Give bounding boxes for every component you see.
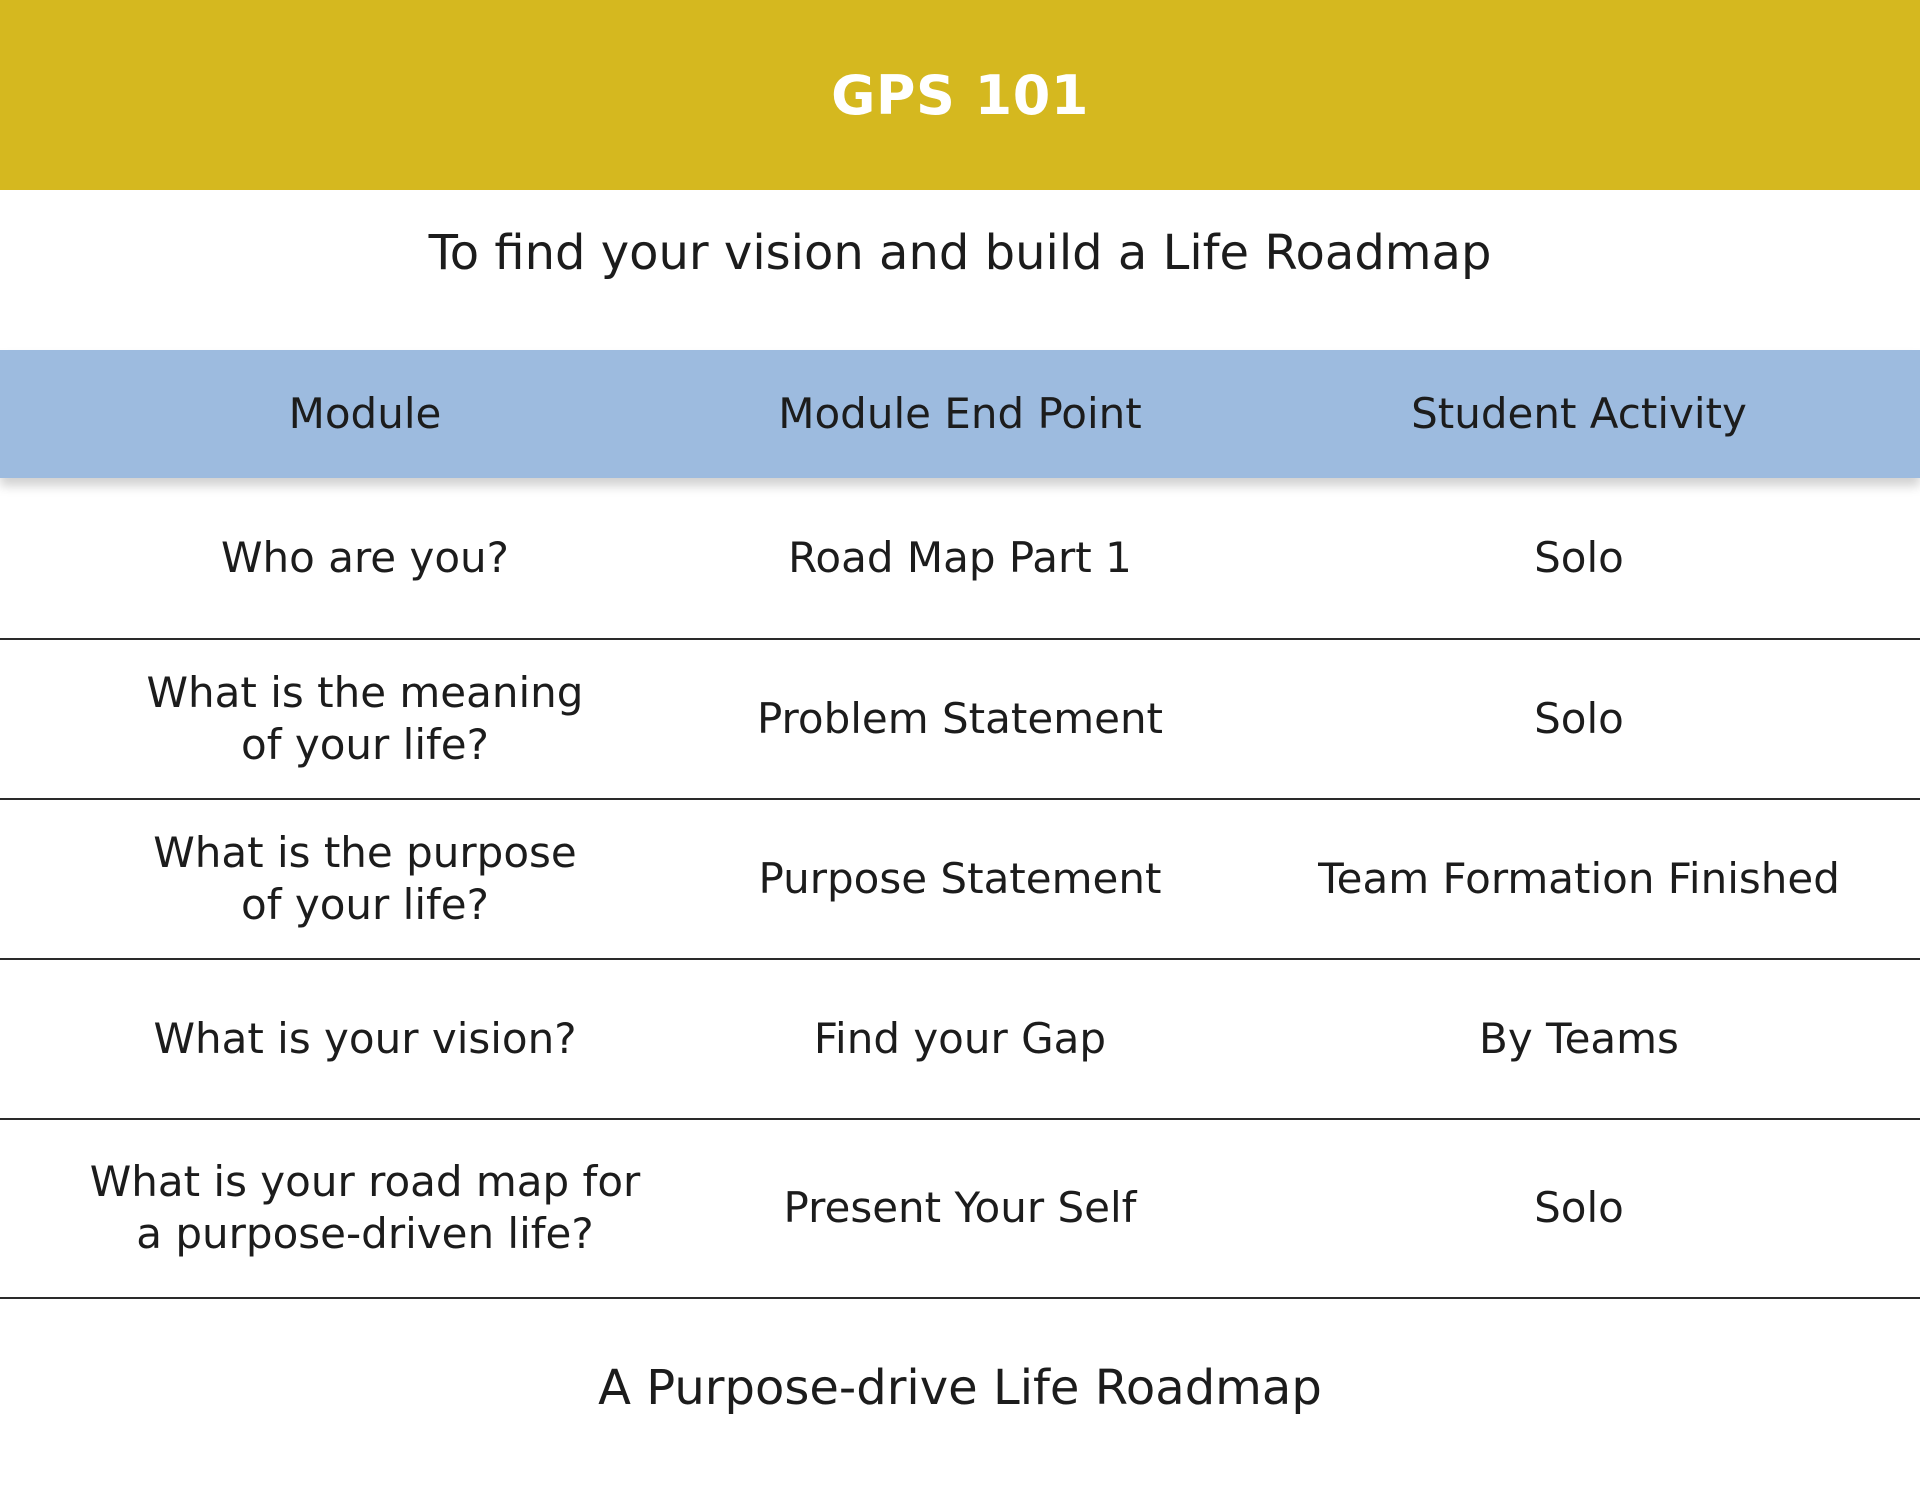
row-divider [0,798,1920,800]
module-text-line: a purpose-driven life? [136,1209,594,1258]
module-text: Who are you? [221,532,509,582]
table-row: What is the purpose of your life? Purpos… [0,800,1920,958]
header-module: Module [288,388,442,438]
module-text-line: What is the meaning [146,667,584,717]
module-text: What is your vision? [153,1013,577,1063]
activity-cell: By Teams [1479,1013,1679,1063]
row-divider [0,638,1920,640]
table-row: What is your vision? Find your Gap By Te… [0,960,1920,1118]
end-point-cell: Purpose Statement [758,853,1162,903]
header-module-end-point: Module End Point [778,388,1142,438]
module-text-line: What is the purpose [153,827,577,877]
page-subtitle: To find your vision and build a Life Roa… [428,225,1492,281]
table-row: What is the meaning of your life? Proble… [0,640,1920,798]
module-cell: What is the meaning of your life? [0,667,730,771]
activity-cell: Solo [1534,532,1624,582]
row-divider [0,958,1920,960]
table-row: Who are you? Road Map Part 1 Solo [0,478,1920,638]
title-banner: GPS 101 [0,0,1920,190]
table-header-row: Module Module End Point Student Activity [0,350,1920,478]
module-text-line: What is your road map for [89,1156,641,1206]
module-text-line: of your life? [241,880,489,929]
end-point-cell: Find your Gap [813,1013,1107,1063]
module-cell: What is your vision? [0,1013,730,1065]
activity-cell: Solo [1534,1182,1624,1232]
end-point-cell: Problem Statement [756,693,1164,743]
module-cell: Who are you? [0,532,730,584]
end-point-cell: Present Your Self [783,1182,1137,1232]
header-student-activity: Student Activity [1411,388,1747,438]
module-cell: What is the purpose of your life? [0,827,730,931]
table-row: What is your road map for a purpose-driv… [0,1120,1920,1296]
row-divider [0,1297,1920,1299]
activity-cell: Solo [1534,693,1624,743]
row-divider [0,1118,1920,1120]
footer-caption: A Purpose-drive Life Roadmap [598,1360,1322,1416]
module-text-line: of your life? [241,720,489,769]
activity-cell: Team Formation Finished [1318,853,1840,903]
page-title: GPS 101 [831,63,1089,127]
module-cell: What is your road map for a purpose-driv… [0,1156,730,1260]
end-point-cell: Road Map Part 1 [788,532,1132,582]
